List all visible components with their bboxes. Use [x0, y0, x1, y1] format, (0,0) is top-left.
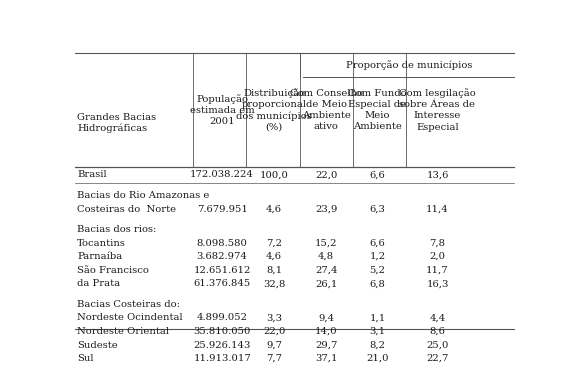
Text: 6,6: 6,6	[370, 238, 385, 248]
Text: 1,2: 1,2	[369, 252, 385, 261]
Text: 14,0: 14,0	[315, 327, 338, 336]
Text: 3.682.974: 3.682.974	[197, 252, 247, 261]
Text: 12.651.612: 12.651.612	[193, 266, 251, 275]
Text: 2,0: 2,0	[429, 252, 445, 261]
Text: 22,0: 22,0	[315, 170, 338, 180]
Text: 16,3: 16,3	[426, 279, 449, 288]
Text: Grandes Bacias
Hidrográficas: Grandes Bacias Hidrográficas	[77, 112, 156, 134]
Text: 25.926.143: 25.926.143	[193, 340, 251, 350]
Text: Bacias Costeiras do:: Bacias Costeiras do:	[77, 300, 180, 309]
Text: 29,7: 29,7	[315, 340, 338, 350]
Text: 5,2: 5,2	[369, 266, 385, 275]
Text: Sudeste: Sudeste	[77, 340, 118, 350]
Text: Com lesgilação
sobre Áreas de
Interesse
Especial: Com lesgilação sobre Áreas de Interesse …	[399, 88, 476, 132]
Text: 8,2: 8,2	[369, 340, 385, 350]
Text: 4,4: 4,4	[429, 314, 445, 322]
Text: 21,0: 21,0	[366, 354, 389, 363]
Text: 100,0: 100,0	[259, 170, 289, 180]
Text: Bacias do Rio Amazonas e: Bacias do Rio Amazonas e	[77, 191, 210, 200]
Text: Com Conselho
de Meio
Ambiente
ativo: Com Conselho de Meio Ambiente ativo	[290, 89, 363, 131]
Text: 25,0: 25,0	[426, 340, 449, 350]
Text: Sul: Sul	[77, 354, 94, 363]
Text: Brasil: Brasil	[77, 170, 107, 180]
Text: 11.913.017: 11.913.017	[193, 354, 251, 363]
Text: Distribuição
proporcional
dos municípios
(%): Distribuição proporcional dos municípios…	[236, 88, 312, 132]
Text: 4.899.052: 4.899.052	[197, 314, 247, 322]
Text: População
estimada em
2001: População estimada em 2001	[190, 94, 254, 126]
Text: Proporção de municípios: Proporção de municípios	[346, 60, 472, 70]
Text: Com Fundo
Especial de
Meio
Ambiente: Com Fundo Especial de Meio Ambiente	[348, 89, 406, 131]
Text: 11,7: 11,7	[426, 266, 449, 275]
Text: Nordeste Oriental: Nordeste Oriental	[77, 327, 169, 336]
Text: 9,4: 9,4	[318, 314, 334, 322]
Text: 3,3: 3,3	[266, 314, 282, 322]
Text: Bacias dos rios:: Bacias dos rios:	[77, 225, 157, 234]
Text: 22,7: 22,7	[426, 354, 449, 363]
Text: 11,4: 11,4	[426, 204, 449, 213]
Text: 32,8: 32,8	[263, 279, 285, 288]
Text: 172.038.224: 172.038.224	[190, 170, 254, 180]
Text: 15,2: 15,2	[315, 238, 338, 248]
Text: 9,7: 9,7	[266, 340, 282, 350]
Text: Costeiras do  Norte: Costeiras do Norte	[77, 204, 176, 213]
Text: 6,8: 6,8	[370, 279, 385, 288]
Text: 8.098.580: 8.098.580	[197, 238, 247, 248]
Text: 7,8: 7,8	[429, 238, 445, 248]
Text: 26,1: 26,1	[315, 279, 338, 288]
Text: 4,6: 4,6	[266, 252, 282, 261]
Text: 13,6: 13,6	[426, 170, 449, 180]
Text: da Prata: da Prata	[77, 279, 120, 288]
Text: 7,7: 7,7	[266, 354, 282, 363]
Text: 35.810.050: 35.810.050	[193, 327, 251, 336]
Text: 7,2: 7,2	[266, 238, 282, 248]
Text: Nordeste Ocindental: Nordeste Ocindental	[77, 314, 183, 322]
Text: Parnaíba: Parnaíba	[77, 252, 122, 261]
Text: 8,6: 8,6	[429, 327, 445, 336]
Text: 27,4: 27,4	[315, 266, 338, 275]
Text: 3,1: 3,1	[369, 327, 385, 336]
Text: 4,6: 4,6	[266, 204, 282, 213]
Text: 4,8: 4,8	[318, 252, 334, 261]
Text: 1,1: 1,1	[369, 314, 386, 322]
Text: 6,3: 6,3	[370, 204, 385, 213]
Text: 22,0: 22,0	[263, 327, 285, 336]
Text: 7.679.951: 7.679.951	[197, 204, 247, 213]
Text: 37,1: 37,1	[315, 354, 338, 363]
Text: 6,6: 6,6	[370, 170, 385, 180]
Text: 23,9: 23,9	[315, 204, 338, 213]
Text: 8,1: 8,1	[266, 266, 282, 275]
Text: Tocantins: Tocantins	[77, 238, 126, 248]
Text: São Francisco: São Francisco	[77, 266, 149, 275]
Text: 61.376.845: 61.376.845	[193, 279, 251, 288]
